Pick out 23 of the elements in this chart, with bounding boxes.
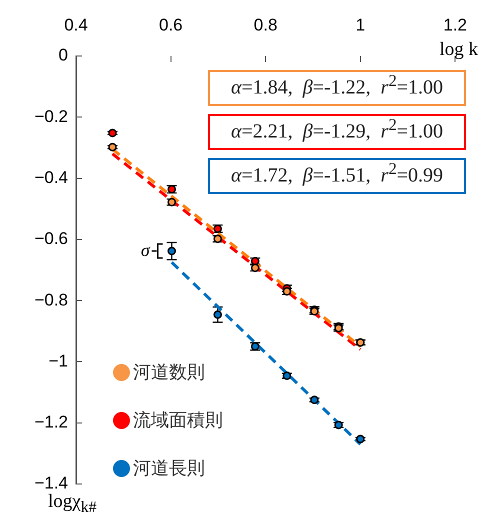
- x-axis-title: log k: [439, 39, 478, 61]
- y-tick-label: −0.8: [34, 290, 68, 310]
- legend-label: 河道数則: [133, 361, 205, 384]
- annotation: α=1.84, β=-1.22, r$^{2}$=1.00: [230, 70, 444, 100]
- x-tick-label: 1: [356, 15, 366, 34]
- x-tick-label: 0.6: [158, 15, 183, 34]
- x-tick-label: 1.2: [443, 15, 468, 34]
- legend-label: 河道長則: [133, 457, 205, 480]
- annotation: σ: [140, 240, 151, 260]
- y-tick-label: −0.2: [34, 106, 68, 126]
- y-tick-label: −1.4: [34, 474, 68, 493]
- y-tick-label: −0.4: [34, 168, 68, 187]
- y-tick-label: −1.2: [34, 412, 68, 432]
- y-axis-title: logχ$_{k#}$: [48, 491, 97, 517]
- x-tick-label: 0.4: [64, 15, 88, 34]
- point: [167, 246, 176, 256]
- y-tick-label: −1: [48, 351, 68, 370]
- annotation: α=1.72, β=-1.51, r$^{2}$=0.99: [230, 158, 444, 188]
- y-tick-label: 0: [58, 46, 68, 65]
- x-tick-label: 0.8: [254, 15, 278, 34]
- y-tick-label: −0.6: [34, 229, 68, 248]
- legend-label: 流域面積則: [133, 409, 223, 432]
- annotation: α=2.21, β=-1.29, r$^{2}$=1.00: [230, 114, 444, 144]
